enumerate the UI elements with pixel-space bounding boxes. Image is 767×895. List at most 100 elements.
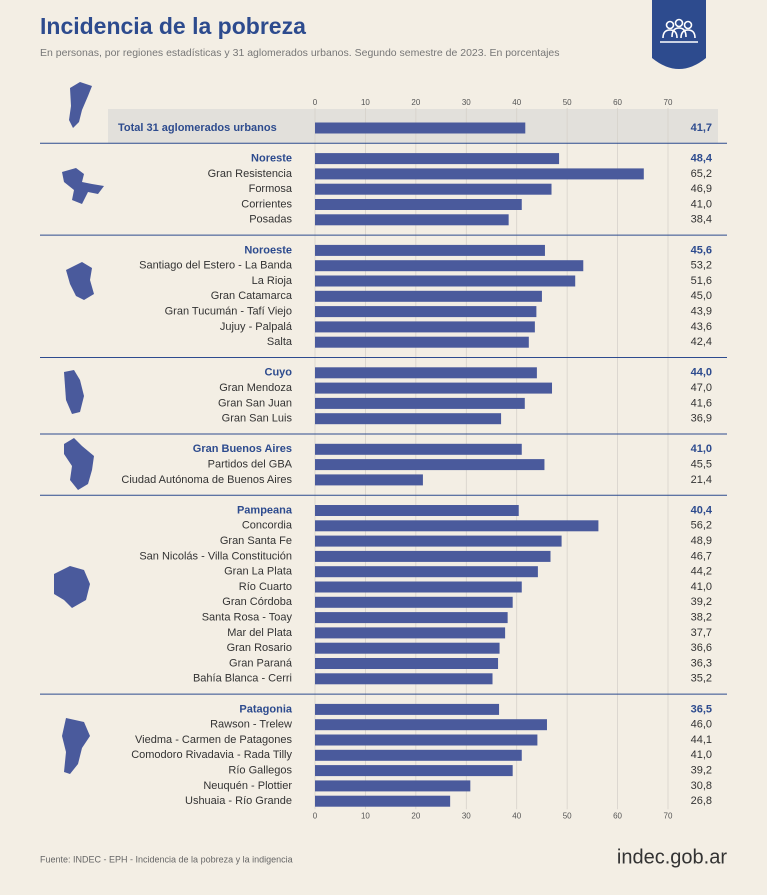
bar xyxy=(315,596,513,608)
bar xyxy=(315,566,538,578)
bar xyxy=(315,214,509,226)
category-label: Gran Santa Fe xyxy=(220,535,292,547)
category-label: Río Cuarto xyxy=(239,581,292,593)
x-tick-label: 70 xyxy=(664,98,673,107)
value-label: 56,2 xyxy=(691,520,712,532)
bar xyxy=(315,719,547,731)
bar xyxy=(315,413,502,425)
bar xyxy=(315,290,542,302)
value-label: 36,6 xyxy=(691,642,712,654)
value-label: 38,4 xyxy=(691,214,712,226)
bar xyxy=(315,642,500,654)
bar xyxy=(315,581,522,593)
category-label: Río Gallegos xyxy=(228,765,292,777)
bar xyxy=(315,505,519,516)
x-tick-label: 60 xyxy=(613,811,622,820)
bar xyxy=(315,397,525,409)
value-label: 37,7 xyxy=(691,627,712,639)
value-label: 42,4 xyxy=(691,336,712,348)
value-label: 36,5 xyxy=(691,703,712,715)
value-label: 47,0 xyxy=(691,382,712,394)
value-label: 40,4 xyxy=(691,504,713,516)
category-label: Mar del Plata xyxy=(227,627,293,639)
bar xyxy=(315,535,562,547)
x-tick-label: 70 xyxy=(664,811,673,820)
bar xyxy=(315,795,451,807)
value-label: 46,9 xyxy=(691,183,712,195)
x-tick-label: 30 xyxy=(462,811,471,820)
category-label: Ciudad Autónoma de Buenos Aires xyxy=(121,474,292,486)
bar xyxy=(315,550,551,562)
value-label: 53,2 xyxy=(691,260,712,272)
category-label: Posadas xyxy=(249,214,292,226)
x-tick-label: 10 xyxy=(361,811,370,820)
bar xyxy=(315,244,545,256)
category-label: Gran Córdoba xyxy=(222,596,293,608)
value-label: 44,0 xyxy=(691,367,712,379)
category-label: Gran Catamarca xyxy=(211,290,293,302)
value-label: 41,0 xyxy=(691,443,712,455)
category-label: Jujuy - Palpalá xyxy=(220,321,293,333)
value-label: 44,2 xyxy=(691,566,712,578)
category-label: Formosa xyxy=(249,183,293,195)
value-label: 46,0 xyxy=(691,719,712,731)
group-label: Patagonia xyxy=(239,703,292,715)
value-label: 41,7 xyxy=(691,122,712,134)
bar xyxy=(315,474,423,486)
category-label: Comodoro Rivadavia - Rada Tilly xyxy=(131,749,292,761)
value-label: 26,8 xyxy=(691,795,712,807)
bar xyxy=(315,780,471,792)
x-tick-label: 50 xyxy=(563,811,572,820)
group-label: Noroeste xyxy=(244,244,292,256)
category-label: Gran San Juan xyxy=(218,397,292,409)
category-label: Santa Rosa - Toay xyxy=(202,612,293,624)
value-label: 43,6 xyxy=(691,321,712,333)
value-label: 48,4 xyxy=(691,153,713,165)
category-label: Gran San Luis xyxy=(222,413,293,425)
value-label: 44,1 xyxy=(691,734,712,746)
value-label: 38,2 xyxy=(691,612,712,624)
x-tick-label: 20 xyxy=(411,811,420,820)
x-tick-label: 10 xyxy=(361,98,370,107)
bar xyxy=(315,765,513,777)
group-label: Cuyo xyxy=(265,367,293,379)
category-label: Gran Mendoza xyxy=(219,382,293,394)
x-tick-label: 0 xyxy=(313,98,318,107)
value-label: 36,3 xyxy=(691,657,712,669)
bar xyxy=(315,612,508,624)
bar xyxy=(315,520,599,532)
total-label: Total 31 aglomerados urbanos xyxy=(118,122,277,134)
category-label: Gran La Plata xyxy=(224,566,293,578)
source: Fuente: INDEC - EPH - Incidencia de la p… xyxy=(40,854,293,864)
value-label: 41,6 xyxy=(691,397,712,409)
value-label: 36,9 xyxy=(691,413,712,425)
value-label: 39,2 xyxy=(691,596,712,608)
category-label: Salta xyxy=(267,336,293,348)
category-label: San Nicolás - Villa Constitución xyxy=(139,550,292,562)
chart-subtitle: En personas, por regiones estadísticas y… xyxy=(40,47,560,59)
category-label: Ushuaia - Río Grande xyxy=(185,795,292,807)
category-label: Concordia xyxy=(242,520,293,532)
bar xyxy=(315,734,538,746)
category-label: Gran Rosario xyxy=(227,642,292,654)
value-label: 30,8 xyxy=(691,780,712,792)
category-label: Corrientes xyxy=(241,198,292,210)
category-label: Viedma - Carmen de Patagones xyxy=(135,734,292,746)
value-label: 65,2 xyxy=(691,168,712,180)
x-tick-label: 40 xyxy=(512,811,521,820)
x-tick-label: 30 xyxy=(462,98,471,107)
region-maps xyxy=(54,82,104,774)
category-label: Rawson - Trelew xyxy=(210,719,292,731)
bar xyxy=(315,168,644,180)
group-label: Pampeana xyxy=(237,504,293,516)
x-tick-label: 40 xyxy=(512,98,521,107)
value-label: 45,6 xyxy=(691,244,712,256)
bar xyxy=(315,306,537,318)
bar xyxy=(315,183,552,195)
category-label: Gran Resistencia xyxy=(208,168,293,180)
category-label: Partidos del GBA xyxy=(208,459,293,471)
category-label: Neuquén - Plottier xyxy=(203,780,292,792)
bar xyxy=(315,749,522,761)
x-tick-label: 60 xyxy=(613,98,622,107)
